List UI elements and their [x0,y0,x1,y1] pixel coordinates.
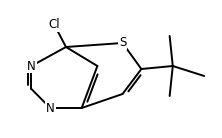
Text: N: N [27,59,36,72]
Text: N: N [46,102,55,115]
Text: S: S [119,36,126,50]
Text: Cl: Cl [49,18,60,31]
